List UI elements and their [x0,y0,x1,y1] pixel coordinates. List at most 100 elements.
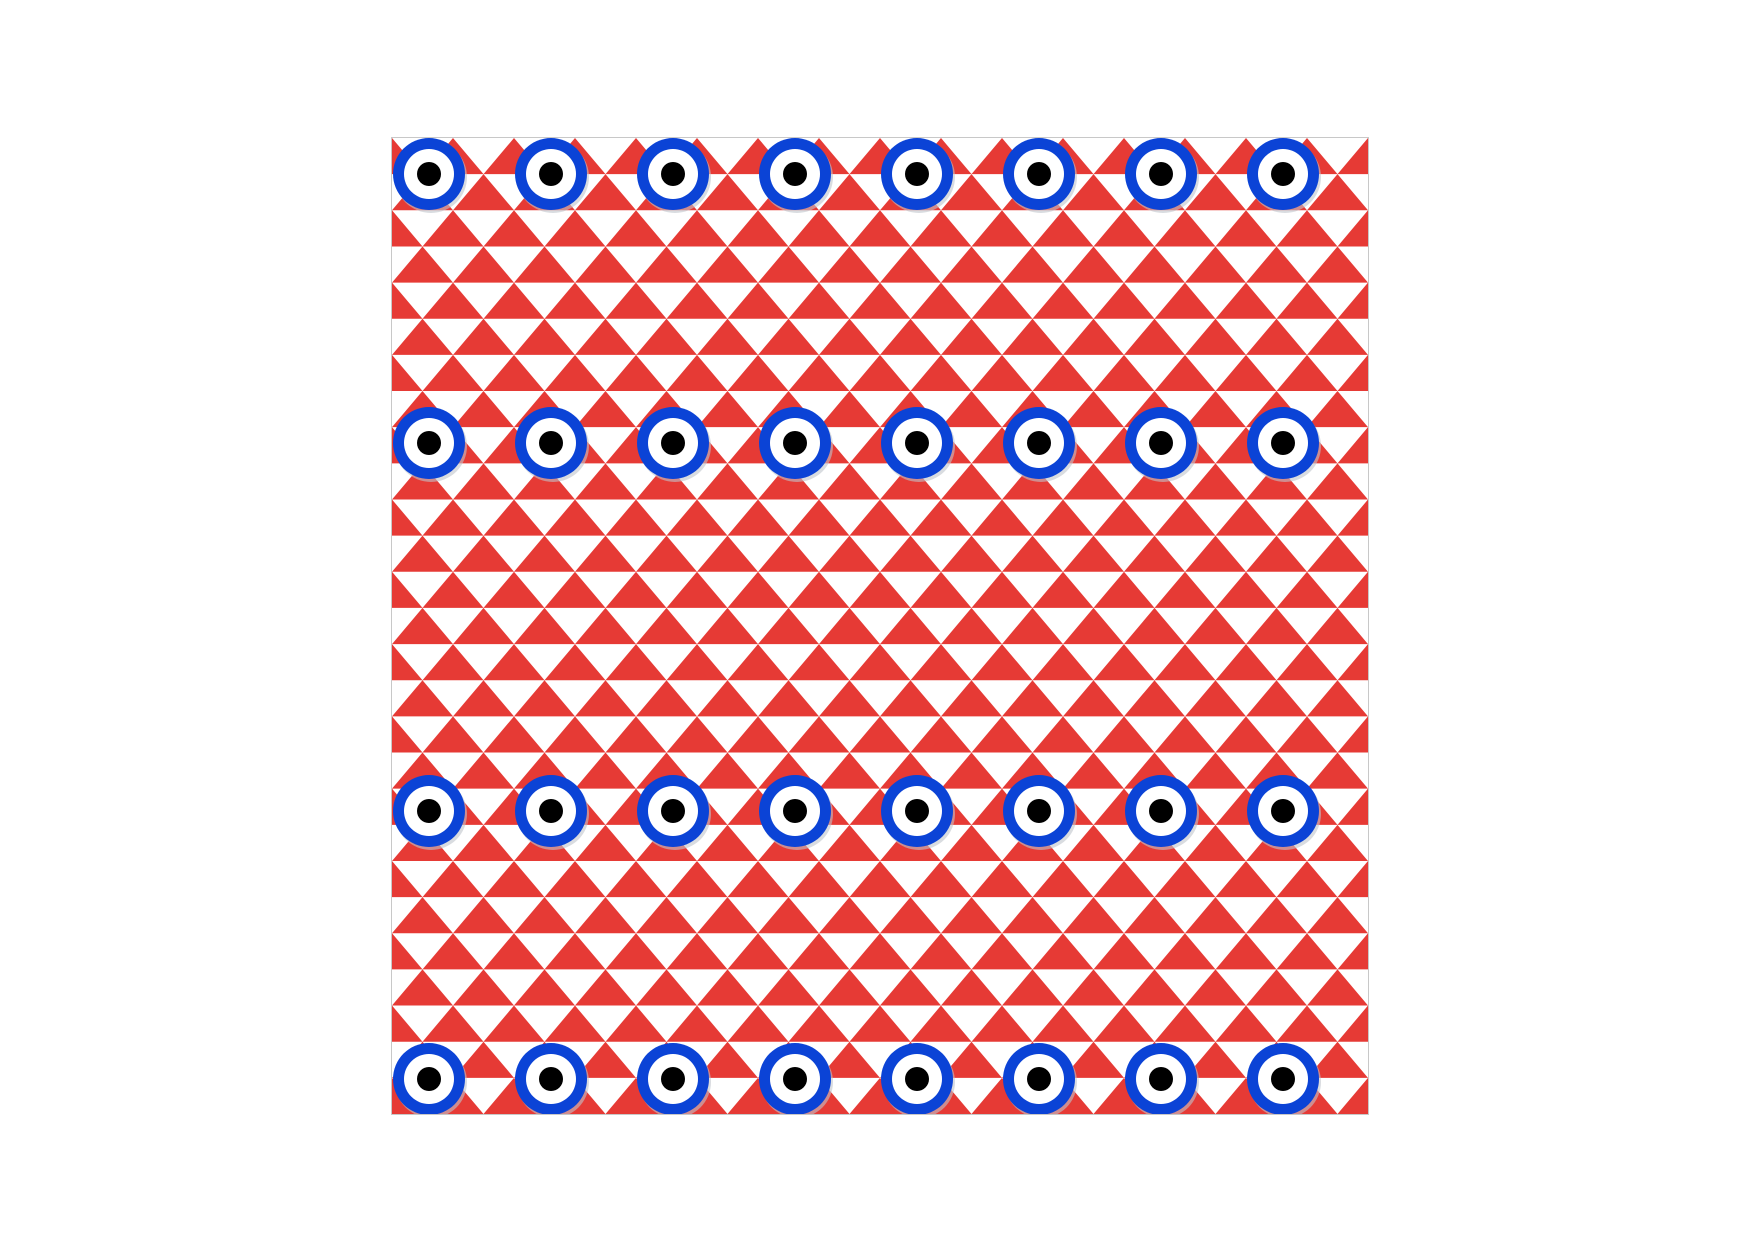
evil-eye-icon [515,138,589,213]
white-triangle [788,246,850,283]
evil-eye-icon [1247,1043,1321,1114]
white-triangle [788,969,850,1006]
white-triangle [1154,969,1216,1006]
white-triangle [392,499,453,536]
white-triangle [453,427,514,464]
white-triangle [1246,571,1307,608]
white-triangle [1337,897,1368,934]
white-triangle [697,210,758,247]
white-triangle [636,860,697,898]
white-triangle [819,933,880,970]
white-triangle [1002,933,1063,970]
white-triangle [1154,897,1216,934]
white-triangle [392,210,453,247]
evil-eye-icon [759,138,833,213]
white-triangle [575,427,636,464]
white-triangle [1307,933,1368,970]
white-triangle [514,933,575,970]
white-triangle [392,680,423,717]
white-triangle [910,318,972,355]
white-triangle [544,969,606,1006]
white-triangle [575,933,636,970]
white-triangle [483,969,545,1006]
white-triangle [514,644,575,681]
white-triangle [575,644,636,681]
white-triangle [1276,318,1338,355]
white-triangle [1032,969,1094,1006]
white-triangle [819,427,880,464]
white-triangle [453,499,514,536]
white-triangle [1154,391,1216,428]
white-triangle [605,535,667,572]
white-triangle [1124,210,1185,247]
white-triangle [544,318,606,355]
white-triangle [758,933,819,970]
white-triangle [910,535,972,572]
white-triangle [514,499,575,536]
white-triangle [971,752,1033,789]
white-triangle [392,644,453,681]
white-triangle [880,860,941,898]
white-triangle [1032,535,1094,572]
white-triangle [697,1077,758,1114]
white-triangle [727,607,789,645]
white-triangle [453,860,514,898]
white-triangle [1154,318,1216,355]
white-triangle [758,499,819,536]
white-triangle [422,680,484,717]
white-triangle [1124,933,1185,970]
white-triangle [697,499,758,536]
white-triangle [453,282,514,319]
white-triangle [392,860,453,898]
white-triangle [1002,210,1063,247]
white-triangle [727,752,789,789]
evil-eye-icon [1247,775,1321,850]
white-triangle [819,1005,880,1042]
white-triangle [1185,282,1246,319]
white-triangle [1215,391,1277,428]
white-triangle [483,752,545,789]
white-triangle [514,716,575,753]
white-triangle [849,318,911,355]
white-triangle [1337,752,1368,789]
white-triangle [971,391,1033,428]
white-triangle [880,933,941,970]
white-triangle [788,391,850,428]
white-triangle [483,391,545,428]
white-triangle [1215,897,1277,934]
white-triangle [697,427,758,464]
white-triangle [392,1005,453,1042]
white-triangle [422,607,484,645]
white-triangle [697,644,758,681]
white-triangle [1337,824,1368,861]
white-triangle [880,210,941,247]
white-triangle [971,680,1033,717]
white-triangle [666,318,728,355]
white-triangle [422,318,484,355]
evil-eye-icon [1125,1043,1199,1114]
white-triangle [1063,788,1124,825]
white-triangle [422,752,484,789]
white-triangle [1215,246,1277,283]
white-triangle [941,644,1002,681]
white-triangle [1032,680,1094,717]
white-triangle [392,318,423,355]
white-triangle [1032,607,1094,645]
white-triangle [910,391,972,428]
white-triangle [1002,571,1063,608]
white-triangle [1307,644,1368,681]
white-triangle [1307,571,1368,608]
white-triangle [453,571,514,608]
evil-eye-icon [881,775,955,850]
white-triangle [575,282,636,319]
white-triangle [1032,391,1094,428]
white-triangle [849,391,911,428]
white-triangle [941,716,1002,753]
white-triangle [971,969,1033,1006]
white-triangle [1093,535,1155,572]
white-triangle [575,571,636,608]
white-triangle [453,1077,514,1114]
white-triangle [1337,680,1368,717]
white-triangle [1337,391,1368,428]
